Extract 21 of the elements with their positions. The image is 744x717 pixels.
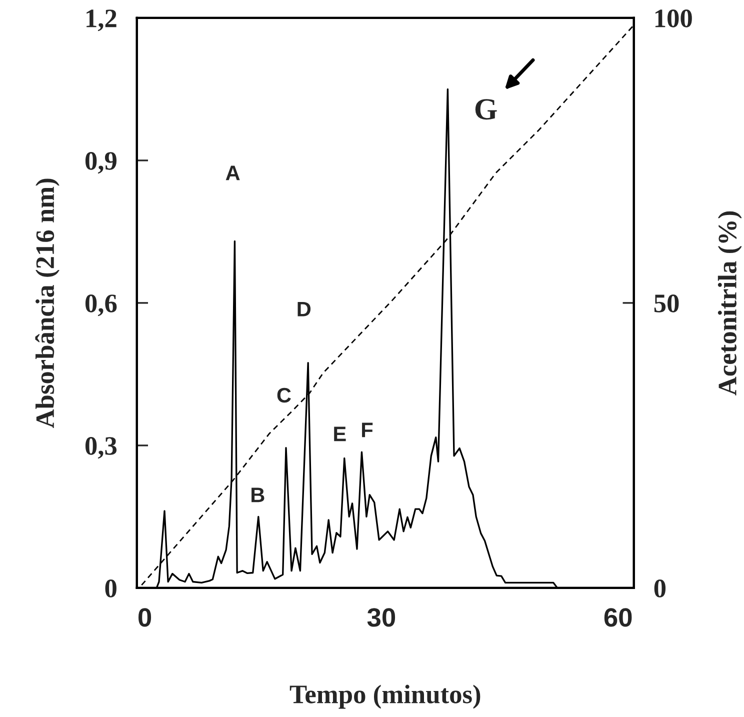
- y-tick-label: 0,6: [85, 294, 117, 316]
- annotation: A: [226, 166, 240, 180]
- annotation: E: [334, 426, 346, 442]
- y-tick-label: 0,9: [85, 152, 116, 174]
- y2-axis-title: Acetonitrila (%): [718, 211, 742, 396]
- y-tick-label: 0: [105, 580, 116, 598]
- x-tick-label: 30: [367, 608, 396, 627]
- x-tick-label: 60: [604, 608, 632, 627]
- y2-tick-label: 50: [654, 294, 679, 312]
- y-tick-label: 0,3: [85, 437, 117, 459]
- annotation: D: [298, 302, 311, 316]
- annotation: B: [252, 488, 264, 502]
- x-axis-title: Tempo (minutos): [290, 684, 480, 709]
- annotation: F: [362, 422, 373, 438]
- y-axis-title: Absorbância (216 nm): [35, 178, 60, 428]
- y2-tick-label: 100: [655, 10, 692, 28]
- annotation: G: [475, 99, 497, 120]
- y2-tick-label: 0: [654, 580, 666, 598]
- y-tick-label: 1,2: [86, 10, 116, 32]
- annotation: C: [277, 388, 291, 403]
- x-tick-label: 0: [138, 608, 152, 627]
